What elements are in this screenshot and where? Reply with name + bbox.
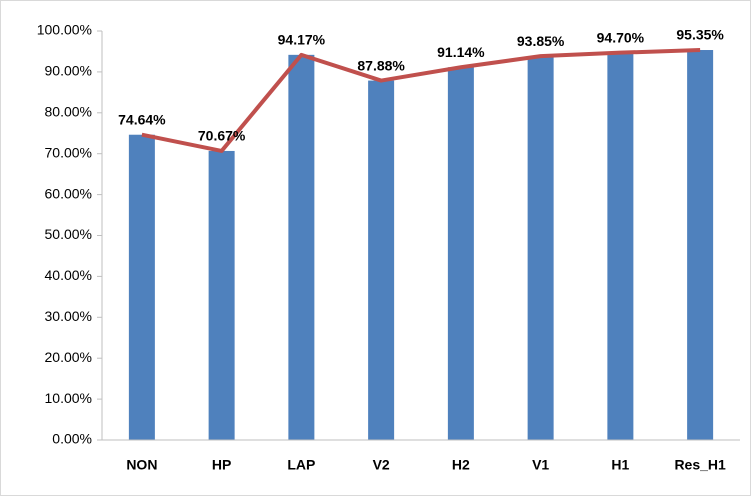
bar [687, 50, 714, 441]
x-tick-label: Res_H1 [674, 457, 726, 473]
bar [447, 67, 474, 440]
y-tick-label: 90.00% [45, 63, 92, 79]
y-tick-label: 80.00% [45, 104, 92, 120]
y-tick-label: 60.00% [45, 185, 92, 201]
x-tick-label: HP [212, 457, 231, 473]
bar [208, 150, 235, 440]
line [141, 48, 701, 153]
data-label: 93.85% [517, 33, 565, 49]
data-label: 95.35% [676, 27, 724, 43]
y-tick-label: 10.00% [45, 390, 92, 406]
x-tick-label: V1 [532, 457, 549, 473]
data-label: 94.17% [278, 32, 326, 48]
y-tick-label: 100.00% [37, 22, 92, 38]
data-label: 74.64% [118, 111, 166, 127]
bar [368, 80, 395, 440]
y-tick-label: 50.00% [45, 226, 92, 242]
x-tick-label: LAP [287, 457, 315, 473]
bar [128, 134, 155, 440]
data-label: 87.88% [357, 57, 405, 73]
y-tick-label: 30.00% [45, 308, 92, 324]
y-tick-label: 70.00% [45, 144, 92, 160]
x-tick-label: V2 [373, 457, 390, 473]
y-tick-label: 40.00% [45, 267, 92, 283]
bar [288, 54, 315, 441]
x-tick-label: H2 [452, 457, 470, 473]
x-tick-label: H1 [611, 457, 629, 473]
y-tick-label: 20.00% [45, 349, 92, 365]
y-tick-label: 0.00% [52, 431, 92, 447]
bar [527, 56, 554, 440]
x-tick-label: NON [126, 457, 157, 473]
bar [607, 52, 634, 440]
data-label: 91.14% [437, 44, 485, 60]
data-label: 70.67% [198, 128, 246, 144]
data-label: 94.70% [597, 29, 645, 45]
